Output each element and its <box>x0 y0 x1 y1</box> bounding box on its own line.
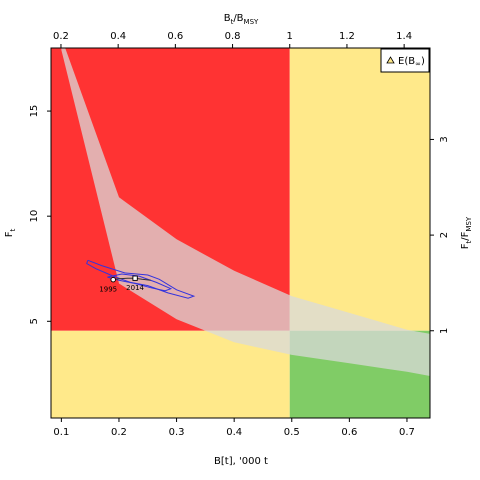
plot-frame <box>50 47 431 419</box>
y-tick: 15 <box>29 105 51 118</box>
y-axis-right: 1 2 3 <box>430 136 450 334</box>
y-axis-label: Ft <box>4 228 17 237</box>
y-tick: 5 <box>29 318 51 324</box>
y-tick-label: 5 <box>29 318 40 324</box>
contour-inner <box>107 273 173 292</box>
top-tick: 0.2 <box>53 31 69 48</box>
top-tick-label: 1 <box>287 31 293 42</box>
x-tick-label: 0.1 <box>53 427 69 438</box>
x-tick-label: 0.6 <box>341 427 357 438</box>
end-point <box>132 275 138 281</box>
right-tick-label: 3 <box>439 136 450 142</box>
x-tick: 0.7 <box>399 418 415 438</box>
x-axis-top: 0.2 0.4 0.6 0.8 1 1.2 1.4 <box>53 31 412 48</box>
top-tick: 0.4 <box>110 31 126 48</box>
start-point <box>110 276 116 283</box>
top-tick-label: 0.4 <box>110 31 126 42</box>
end-year-label: 2014 <box>126 284 144 292</box>
x-tick: 0.4 <box>226 418 242 438</box>
x-tick-label: 0.5 <box>284 427 300 438</box>
right-tick-label: 2 <box>439 232 450 238</box>
y-tick: 10 <box>29 210 51 223</box>
band-area <box>61 48 430 376</box>
contours <box>86 259 196 299</box>
right-tick: 3 <box>430 136 450 143</box>
contour-outer <box>86 259 196 299</box>
x-tick: 0.3 <box>169 418 185 438</box>
legend-label: E(B∞) <box>398 56 425 68</box>
right-tick: 2 <box>430 232 450 238</box>
legend-box <box>380 48 430 73</box>
x-axis-label: B[t], '000 t <box>214 456 268 467</box>
top-tick-label: 1.4 <box>396 31 412 42</box>
x-tick: 0.6 <box>341 418 357 438</box>
top-tick: 1 <box>287 31 293 48</box>
top-tick-label: 0.2 <box>53 31 69 42</box>
points <box>110 275 138 283</box>
trajectory <box>113 277 151 281</box>
top-tick: 1.4 <box>396 31 412 48</box>
right-axis-label: Ft/FMSY <box>460 216 473 249</box>
start-year-label: 1995 <box>99 286 117 294</box>
x-tick-label: 0.3 <box>169 427 185 438</box>
top-tick-label: 0.6 <box>167 31 183 42</box>
y-tick-label: 15 <box>29 105 40 118</box>
legend: E(B∞) <box>380 48 430 73</box>
top-tick: 0.8 <box>225 31 241 48</box>
x-tick: 0.2 <box>111 418 127 438</box>
x-tick-label: 0.7 <box>399 427 415 438</box>
legend-triangle-icon <box>386 56 395 64</box>
x-tick-label: 0.2 <box>111 427 127 438</box>
top-tick-label: 0.8 <box>225 31 241 42</box>
x-tick-label: 0.4 <box>226 427 242 438</box>
top-tick: 1.2 <box>339 31 355 48</box>
right-tick: 1 <box>430 328 450 334</box>
zone-healthy-overfishing <box>289 48 430 331</box>
right-tick-label: 1 <box>439 328 450 334</box>
y-tick-label: 10 <box>29 210 40 223</box>
uncertainty-band <box>61 48 430 376</box>
x-tick: 0.5 <box>284 418 300 438</box>
trajectory-line <box>113 277 151 281</box>
top-axis-label: Bt/BMSY <box>224 13 259 26</box>
y-axis-left: 5 10 15 <box>29 105 51 324</box>
top-tick-label: 1.2 <box>339 31 355 42</box>
top-tick: 0.6 <box>167 31 183 48</box>
x-tick: 0.1 <box>53 418 69 438</box>
x-axis-bottom: 0.1 0.2 0.3 0.4 0.5 0.6 0.7 <box>53 418 415 438</box>
